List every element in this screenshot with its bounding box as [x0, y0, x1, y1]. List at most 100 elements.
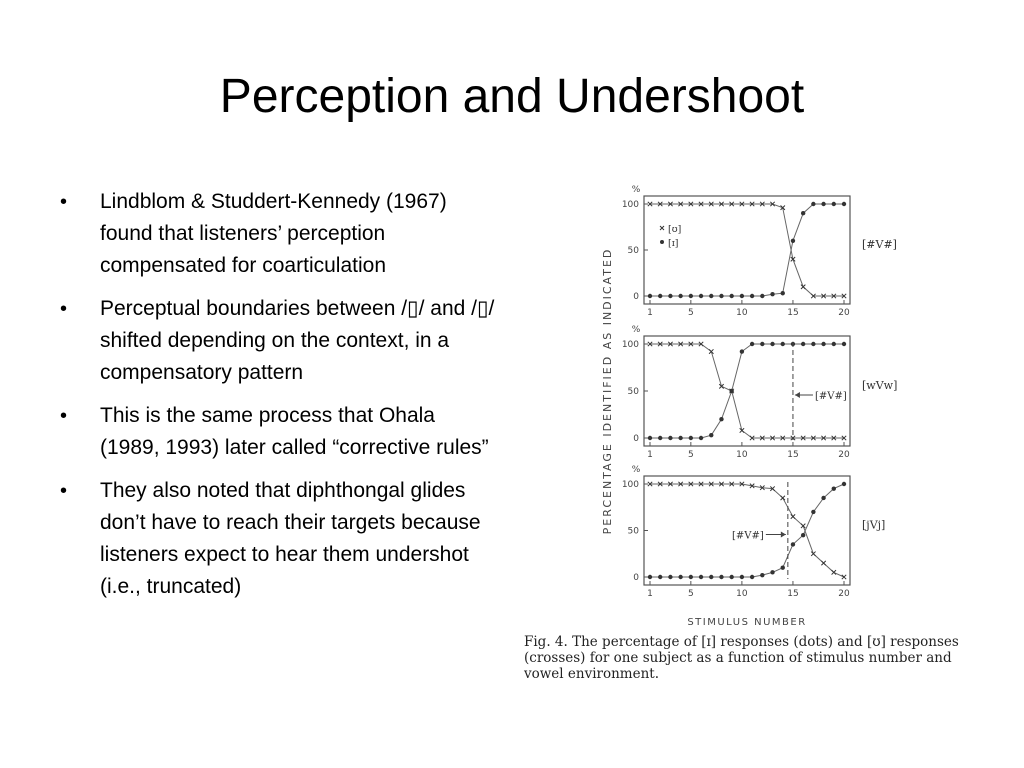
bullet-dot-icon: • [60, 480, 68, 502]
legend-cross-icon [659, 225, 665, 231]
dot-point [647, 293, 653, 299]
legend-dot-icon [660, 240, 664, 244]
dot-point [688, 574, 694, 580]
dot-point [770, 341, 775, 347]
figure-svg: PERCENTAGE IDENTIFIED AS INDICATED%10050… [601, 185, 897, 628]
x-tick-label: 5 [688, 589, 694, 599]
dot-point [719, 293, 724, 299]
dot-point [749, 293, 755, 299]
cross-point [810, 435, 816, 441]
cross-point [647, 481, 653, 487]
cross-point [718, 383, 725, 389]
cross-point [780, 495, 786, 501]
cross-point [780, 205, 786, 211]
cross-point [841, 293, 847, 299]
dot-point [821, 341, 826, 347]
x-tick-label: 20 [838, 308, 850, 318]
cross-point [810, 551, 816, 557]
x-tick-label: 15 [787, 308, 798, 318]
x-tick-label: 10 [736, 450, 748, 460]
bullet-text: Lindblom & Studdert-Kennedy (1967) found… [100, 190, 447, 277]
cross-point [821, 560, 827, 566]
cross-point [688, 341, 694, 347]
cross-point [667, 201, 673, 207]
cross-point [657, 341, 663, 347]
dot-point [688, 435, 694, 441]
x-tick-label: 20 [838, 589, 850, 599]
perception-figure: PERCENTAGE IDENTIFIED AS INDICATED% 100 50… [520, 176, 980, 686]
legend-dot-label: [ɪ] [668, 238, 678, 249]
dot-point [729, 293, 734, 299]
dot-point [780, 291, 785, 296]
dot-point [800, 532, 806, 538]
dot-point [831, 341, 836, 347]
cross-point [821, 435, 827, 441]
x-tick-label: 10 [736, 308, 748, 318]
dot-point [760, 293, 765, 299]
dot-point [729, 574, 734, 580]
percent-sign: % [632, 325, 641, 335]
dot-point [770, 570, 775, 575]
dot-point [800, 341, 806, 347]
bullet-item: • This is the same process that Ohala (19… [58, 400, 498, 464]
dot-point [647, 435, 653, 441]
cross-point [729, 388, 735, 394]
bullet-dot-icon: • [60, 405, 68, 427]
dot-point [739, 293, 745, 299]
dot-point [749, 341, 755, 347]
cross-series-line [650, 343, 844, 439]
cross-point [718, 201, 725, 207]
dot-point [668, 435, 673, 441]
cross-point [688, 481, 694, 487]
cross-point [759, 485, 765, 491]
dot-point [800, 211, 806, 216]
dot-point [841, 201, 847, 207]
dot-point [688, 293, 694, 299]
x-tick-label: 1 [647, 450, 653, 460]
dot-point [678, 574, 683, 580]
x-tick-label: 1 [647, 308, 653, 318]
dot-point [668, 574, 673, 580]
dot-point [739, 574, 745, 580]
cross-point [759, 435, 765, 441]
dot-point [821, 201, 826, 207]
bullet-item: • They also noted that diphthongal glides… [58, 475, 498, 603]
cross-point [718, 481, 725, 487]
cross-point [749, 201, 755, 207]
cross-point [708, 201, 714, 207]
dot-point [698, 574, 704, 580]
dot-point [658, 574, 663, 580]
cross-point [780, 435, 786, 441]
y-tick-label: 50 [628, 527, 640, 537]
cross-point [800, 523, 806, 529]
dot-point [841, 341, 847, 347]
cross-point [667, 481, 673, 487]
panel-frame [643, 195, 851, 305]
cross-point [831, 293, 837, 299]
bullet-list: • Lindblom & Studdert-Kennedy (1967) foun… [58, 186, 498, 614]
dot-point [770, 291, 775, 297]
cross-point [729, 201, 735, 207]
cross-point [769, 435, 776, 441]
slide-title: Perception and Undershoot [219, 70, 805, 123]
cross-series-line [650, 203, 844, 297]
dot-point [811, 509, 816, 515]
cross-point [678, 341, 684, 347]
cross-point [729, 481, 735, 487]
dot-point [658, 435, 663, 441]
dot-point [709, 574, 714, 580]
y-tick-label: 100 [622, 480, 639, 490]
x-tick-label: 5 [688, 308, 694, 318]
cross-point [678, 481, 684, 487]
boundary-marker-label: [#V#] [732, 531, 764, 542]
boundary-marker-label: [#V#] [815, 391, 847, 402]
dot-point [739, 349, 745, 354]
dot-point [780, 341, 785, 347]
dot-point [647, 574, 653, 580]
cross-point [831, 435, 837, 441]
bullet-text: This is the same process that Ohala (198… [100, 404, 489, 459]
x-tick-label: 15 [787, 450, 798, 460]
dot-point [811, 341, 816, 347]
bullet-text: They also noted that diphthongal glides … [100, 479, 481, 598]
dot-point [790, 542, 796, 547]
